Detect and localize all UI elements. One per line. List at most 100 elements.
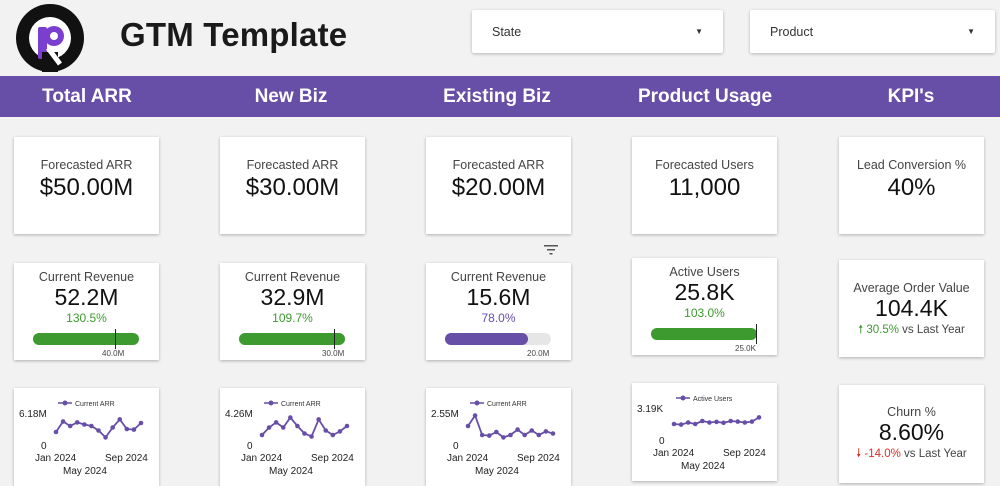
nav-bar: Total ARR New Biz Existing Biz Product U…: [0, 76, 1000, 117]
lead-conversion-card: Lead Conversion % 40%: [839, 137, 984, 234]
data-point: [295, 423, 300, 429]
data-point: [749, 419, 755, 424]
data-point: [678, 422, 684, 427]
data-point: [309, 434, 314, 439]
forecast-label: Forecasted ARR: [40, 158, 133, 172]
progress-fill: [651, 328, 757, 340]
progress-bar: [33, 329, 139, 349]
tab-total-arr[interactable]: Total ARR: [42, 86, 132, 107]
filter-icon[interactable]: [543, 244, 559, 256]
progress-target-marker: [114, 329, 116, 349]
tab-existing-biz[interactable]: Existing Biz: [443, 86, 551, 107]
data-point: [685, 420, 691, 425]
data-point: [316, 417, 321, 422]
data-point: [515, 427, 520, 432]
data-point: [714, 419, 719, 425]
data-point: [721, 420, 726, 426]
data-point: [273, 420, 279, 425]
data-point: [259, 432, 265, 438]
kpi-label: Lead Conversion %: [856, 158, 967, 172]
progress-target-marker: [334, 329, 336, 349]
state-filter-label: State: [492, 24, 522, 39]
data-point: [501, 435, 506, 440]
delta-suffix: vs Last Year: [898, 324, 965, 336]
x-axis-label: Sep 2024: [311, 453, 354, 464]
product-filter-dropdown[interactable]: Product ▼: [750, 10, 995, 53]
progress-bar: [651, 324, 757, 344]
forecast-value: 11,000: [668, 174, 741, 201]
forecast-value: $30.00M: [245, 174, 340, 201]
x-axis-label: May 2024: [681, 461, 725, 472]
trend-chart-card: Current ARR 2.55M 0 Jan 2024 Sep 2024 May 202…: [426, 388, 571, 486]
data-point: [138, 420, 144, 426]
x-axis-label: Jan 2024: [447, 453, 489, 464]
legend-label: Active Users: [693, 396, 733, 403]
active-users-card: Active Users 25.8K 103.0% 25.0K: [632, 258, 777, 355]
data-point: [96, 428, 101, 433]
data-point: [74, 420, 80, 425]
y-axis-zero-label: 0: [247, 441, 253, 452]
tab-kpis[interactable]: KPI's: [887, 86, 935, 107]
kpi-label: Churn %: [887, 405, 936, 419]
forecast-label: Forecasted Users: [655, 158, 754, 172]
data-point: [671, 421, 677, 427]
data-point: [735, 419, 741, 424]
y-axis-max-label: 3.19K: [637, 404, 663, 415]
kpi-delta: 🠗 -14.0% vs Last Year: [839, 446, 984, 465]
x-axis-label: Sep 2024: [723, 448, 766, 459]
forecast-card: Forecasted ARR $30.00M: [220, 137, 365, 234]
x-axis-label: Jan 2024: [653, 448, 695, 459]
data-point: [117, 417, 123, 422]
data-point: [67, 423, 73, 429]
legend-label: Current ARR: [487, 401, 527, 408]
tab-new-biz[interactable]: New Biz: [254, 86, 328, 107]
legend-marker: [474, 400, 480, 406]
current-value: 15.6M: [466, 284, 531, 310]
x-axis-label: Jan 2024: [241, 453, 283, 464]
data-point: [728, 418, 733, 424]
kpi-value: 8.60%: [878, 419, 945, 445]
current-revenue-card: Current Revenue 15.6M 78.0% 20.0M: [426, 263, 571, 360]
current-value: 25.8K: [674, 279, 735, 305]
current-label: Current Revenue: [244, 270, 341, 284]
forecast-label: Forecasted ARR: [246, 158, 339, 172]
delta-suffix: vs Last Year: [900, 448, 967, 460]
data-point: [131, 427, 137, 432]
x-axis-label: May 2024: [63, 466, 107, 477]
data-point: [465, 423, 471, 429]
data-point: [707, 420, 712, 425]
data-point: [479, 432, 485, 438]
y-axis-max-label: 2.55M: [431, 409, 459, 420]
delta-value: -14.0%: [864, 448, 901, 460]
data-point: [266, 425, 272, 430]
logo-icon: [16, 4, 84, 72]
data-point: [550, 431, 556, 436]
state-filter-dropdown[interactable]: State ▼: [472, 10, 723, 53]
data-point: [124, 426, 130, 432]
current-revenue-card: Current Revenue 32.9M 109.7% 30.0M: [220, 263, 365, 360]
data-point: [494, 429, 499, 435]
data-point: [53, 429, 59, 435]
progress-fill: [33, 333, 139, 345]
forecast-card: Forecasted ARR $50.00M: [14, 137, 159, 234]
legend-label: Current ARR: [281, 401, 321, 408]
average-order-value-card: Average Order Value 104.4K 🠕 30.5% vs La…: [839, 260, 984, 357]
data-point: [508, 432, 513, 438]
target-label: 25.0K: [735, 344, 756, 353]
forecast-value: $20.00M: [451, 174, 546, 201]
chevron-down-icon: ▼: [967, 27, 975, 36]
y-axis-zero-label: 0: [453, 441, 459, 452]
current-value: 32.9M: [260, 284, 325, 310]
data-point: [323, 428, 329, 433]
data-point: [288, 415, 293, 420]
data-point: [89, 423, 94, 429]
progress-bar: [445, 333, 551, 345]
y-axis-zero-label: 0: [41, 441, 47, 452]
progress-fill: [445, 333, 528, 345]
product-filter-label: Product: [770, 24, 814, 39]
current-label: Current Revenue: [450, 270, 547, 284]
data-point: [82, 422, 87, 427]
tab-product-usage[interactable]: Product Usage: [637, 86, 773, 107]
x-axis-label: Sep 2024: [517, 453, 560, 464]
kpi-label: Average Order Value: [853, 281, 970, 295]
